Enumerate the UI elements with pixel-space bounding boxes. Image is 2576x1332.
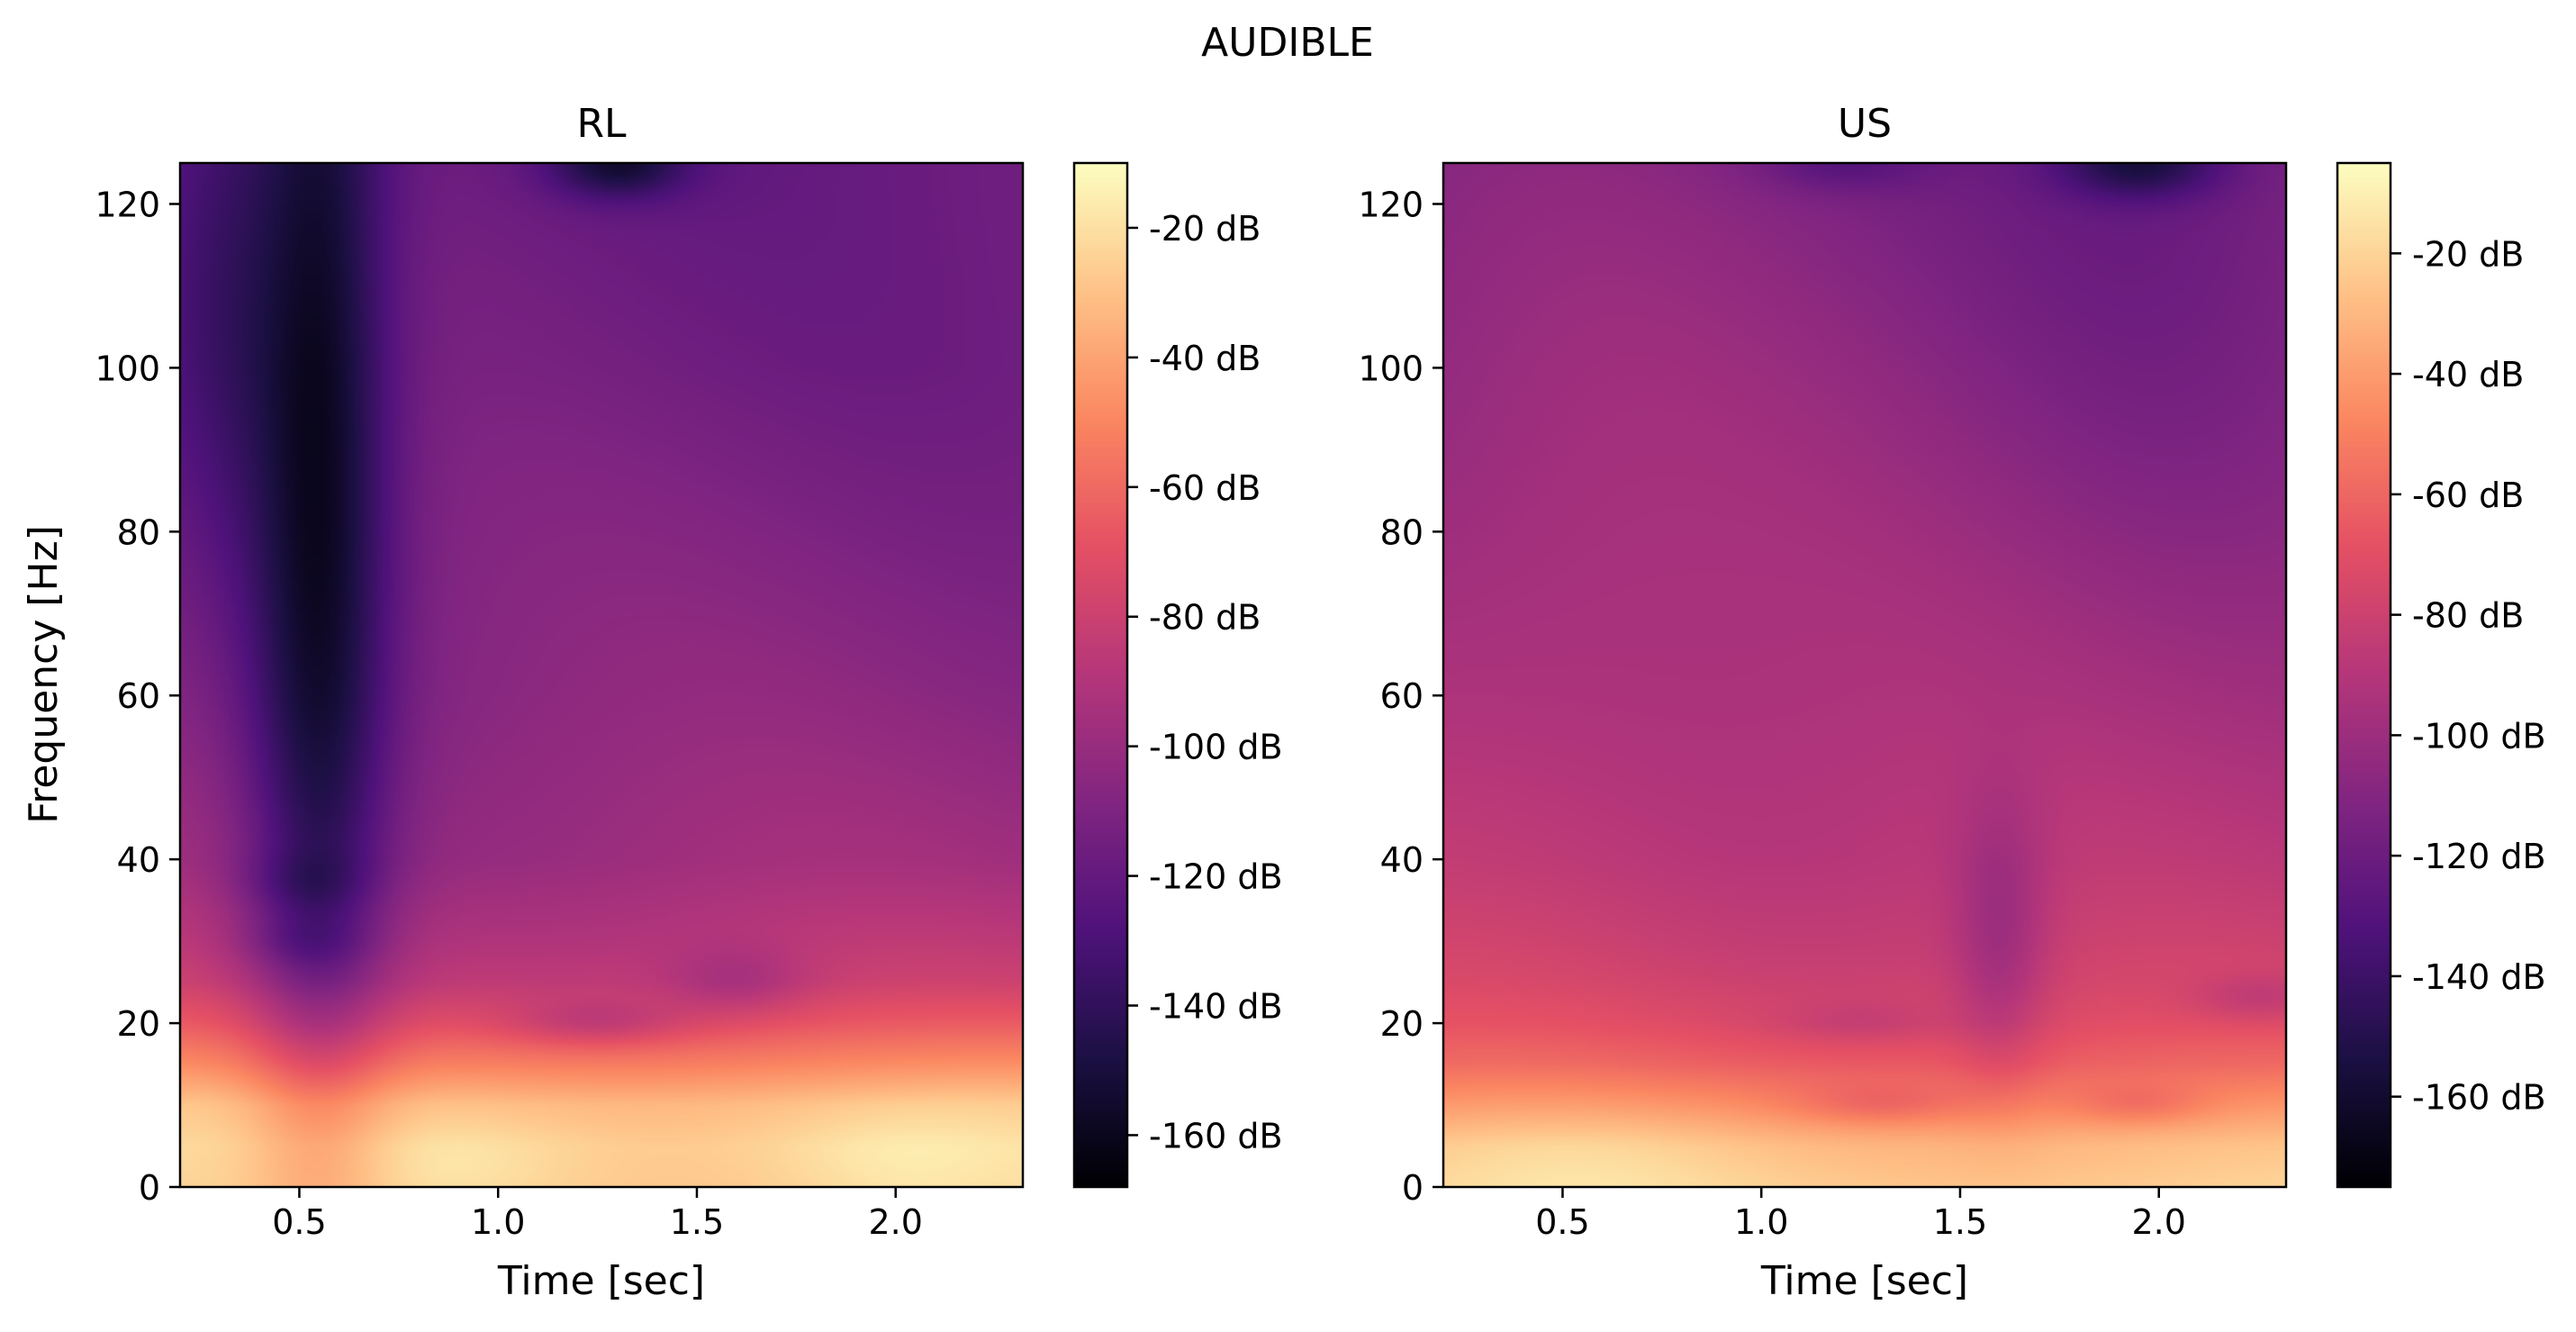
panel-title-rl: RL <box>576 101 627 147</box>
heatmap-us <box>1443 163 2286 1187</box>
panel-us: US 0.5 1.0 1.5 2.0 0 20 40 60 80 100 120 Time [se… <box>1358 101 2545 1304</box>
y-tick-label: 80 <box>1380 512 1424 552</box>
colorbar-tick-label: -60 dB <box>1149 468 1261 508</box>
x-axis-rl: 0.5 1.0 1.5 2.0 <box>272 1187 923 1242</box>
colorbar-us <box>2337 163 2391 1187</box>
y-tick-label: 40 <box>117 840 160 880</box>
colorbar-tick-label: -140 dB <box>2412 957 2546 997</box>
y-tick-label: 40 <box>1380 840 1424 880</box>
y-tick-label: 0 <box>139 1168 160 1208</box>
colorbar-tick-label: -120 dB <box>1149 857 1283 897</box>
heatmap-rl <box>180 163 1023 1187</box>
x-tick-label: 0.5 <box>1535 1202 1589 1242</box>
x-tick-label: 1.0 <box>471 1202 525 1242</box>
panel-rl: RL 0.5 1.0 1.5 2.0 0 20 40 60 80 100 120 Time [se… <box>21 101 1283 1304</box>
y-axis-rl: 0 20 40 60 80 100 120 <box>95 185 180 1208</box>
x-tick-label: 2.0 <box>868 1202 922 1242</box>
colorbar-frame-rl <box>1072 161 1129 1189</box>
y-axis-label-rl: Frequency [Hz] <box>21 525 67 824</box>
colorbar-tick-label: -140 dB <box>1149 987 1283 1027</box>
colorbar-ticks-rl: -20 dB -40 dB -60 dB -80 dB -100 dB -120 dB -1… <box>1127 209 1283 1155</box>
y-tick-label: 100 <box>95 349 160 388</box>
colorbar-frame-us <box>2336 161 2392 1189</box>
x-tick-label: 1.0 <box>1734 1202 1788 1242</box>
plot-frame-rl <box>178 161 1025 1189</box>
colorbar-rl <box>1074 163 1127 1187</box>
colorbar-tick-label: -100 dB <box>2412 716 2546 756</box>
colorbar-ticks-us: -20 dB -40 dB -60 dB -80 dB -100 dB -120 dB -1… <box>2391 234 2546 1118</box>
y-tick-label: 20 <box>1380 1004 1424 1044</box>
colorbar-tick-label: -160 dB <box>2412 1078 2546 1118</box>
y-tick-label: 100 <box>1358 349 1424 388</box>
colorbar-tick-label: -80 dB <box>2412 596 2524 636</box>
colorbar-tick-label: -120 dB <box>2412 837 2546 876</box>
colorbar-tick-label: -40 dB <box>2412 355 2524 394</box>
colorbar-tick-label: -20 dB <box>2412 234 2524 274</box>
colorbar-tick-label: -80 dB <box>1149 598 1261 638</box>
y-tick-label: 80 <box>117 512 160 552</box>
y-tick-label: 20 <box>117 1004 160 1044</box>
colorbar-tick-label: -40 dB <box>1149 339 1261 378</box>
x-tick-label: 2.0 <box>2131 1202 2185 1242</box>
y-axis-us: 0 20 40 60 80 100 120 <box>1358 185 1443 1208</box>
plot-frame-us <box>1442 161 2288 1189</box>
x-tick-label: 1.5 <box>1933 1202 1987 1242</box>
y-tick-label: 120 <box>95 185 160 224</box>
x-axis-label-rl: Time [sec] <box>497 1258 705 1304</box>
y-tick-label: 120 <box>1358 185 1424 224</box>
y-tick-label: 0 <box>1402 1168 1424 1208</box>
figure-title: AUDIBLE <box>1201 20 1374 66</box>
x-axis-us: 0.5 1.0 1.5 2.0 <box>1535 1187 2186 1242</box>
y-tick-label: 60 <box>117 676 160 716</box>
colorbar-tick-label: -100 dB <box>1149 728 1283 767</box>
x-tick-label: 1.5 <box>670 1202 724 1242</box>
colorbar-tick-label: -20 dB <box>1149 209 1261 249</box>
y-tick-label: 60 <box>1380 676 1424 716</box>
panel-title-us: US <box>1838 101 1892 147</box>
colorbar-tick-label: -60 dB <box>2412 476 2524 515</box>
x-axis-label-us: Time [sec] <box>1760 1258 1968 1304</box>
x-tick-label: 0.5 <box>272 1202 326 1242</box>
colorbar-tick-label: -160 dB <box>1149 1116 1283 1155</box>
